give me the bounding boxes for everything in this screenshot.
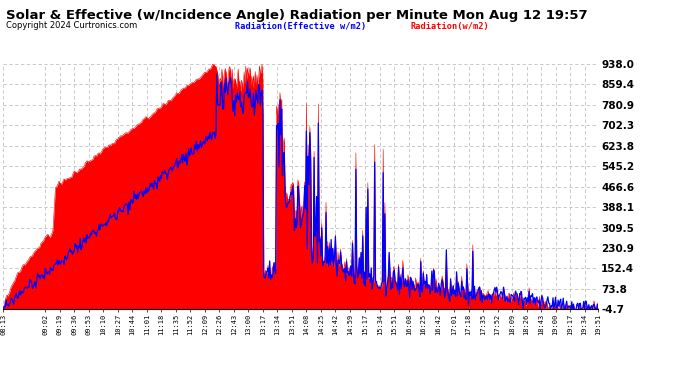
Text: Radiation(Effective w/m2): Radiation(Effective w/m2)	[235, 22, 366, 31]
Text: Radiation(w/m2): Radiation(w/m2)	[411, 22, 489, 31]
Text: Copyright 2024 Curtronics.com: Copyright 2024 Curtronics.com	[6, 21, 137, 30]
Text: Solar & Effective (w/Incidence Angle) Radiation per Minute Mon Aug 12 19:57: Solar & Effective (w/Incidence Angle) Ra…	[6, 9, 587, 22]
